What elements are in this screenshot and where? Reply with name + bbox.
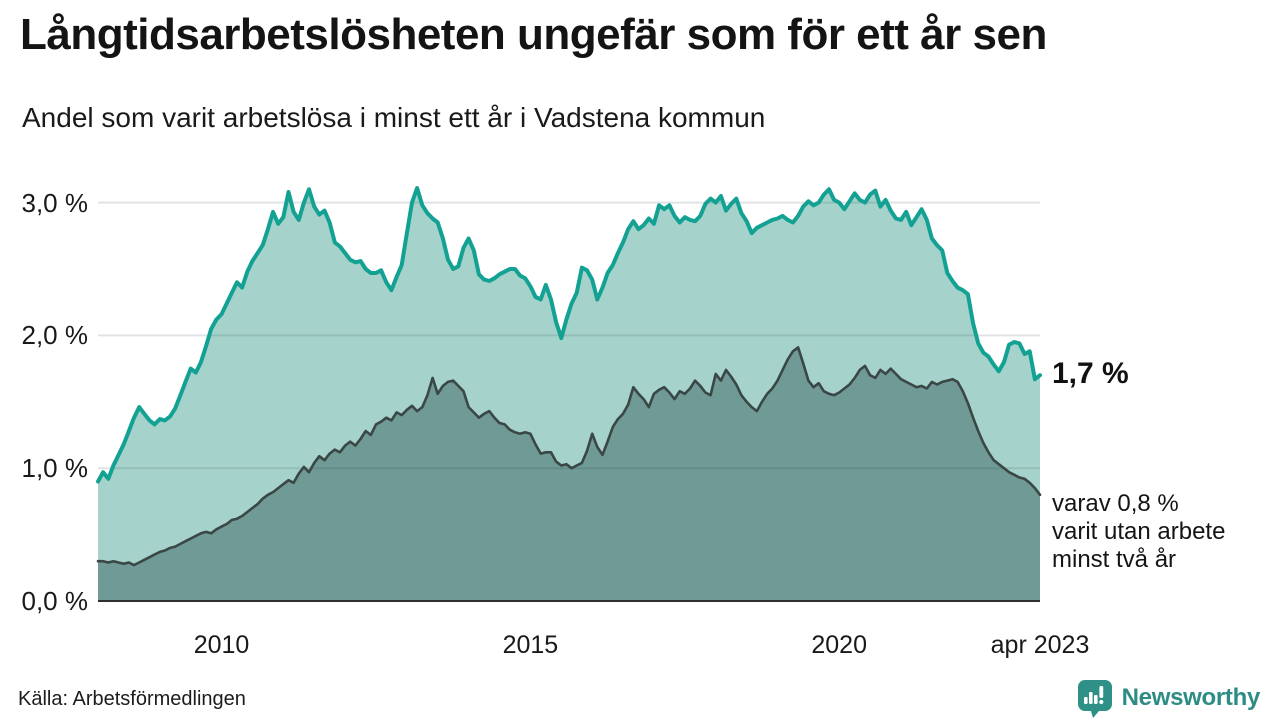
line-2yr <box>96 346 1042 567</box>
page-title: Långtidsarbetslösheten ungefär som för e… <box>20 10 1047 59</box>
y-axis-label: 3,0 % <box>21 187 89 218</box>
last-value-annotation: 1,7 % <box>1052 357 1129 390</box>
page-subtitle: Andel som varit arbetslösa i minst ett å… <box>22 102 766 133</box>
series-note-annotation: varav 0,8 % varit utan arbete minst två … <box>1052 490 1226 573</box>
y-axis-label: 2,0 % <box>21 320 89 351</box>
x-axis-label: apr 2023 <box>990 631 1090 659</box>
x-axis-label: 2015 <box>502 631 559 659</box>
newsworthy-wordmark: Newsworthy <box>1121 684 1261 711</box>
area-fill-2yr <box>98 347 1040 601</box>
x-axis-label: 2020 <box>811 631 867 659</box>
x-axis-label: 2010 <box>193 631 250 659</box>
newsworthy-logo: Newsworthy <box>1076 678 1260 718</box>
source-caption: Källa: Arbetsförmedlingen <box>18 688 246 710</box>
newsworthy-bubble-chart-icon <box>1076 678 1113 718</box>
y-axis-label: 1,0 % <box>21 453 89 484</box>
line-1yr <box>96 186 1042 484</box>
y-axis-label: 0,0 % <box>21 586 89 616</box>
